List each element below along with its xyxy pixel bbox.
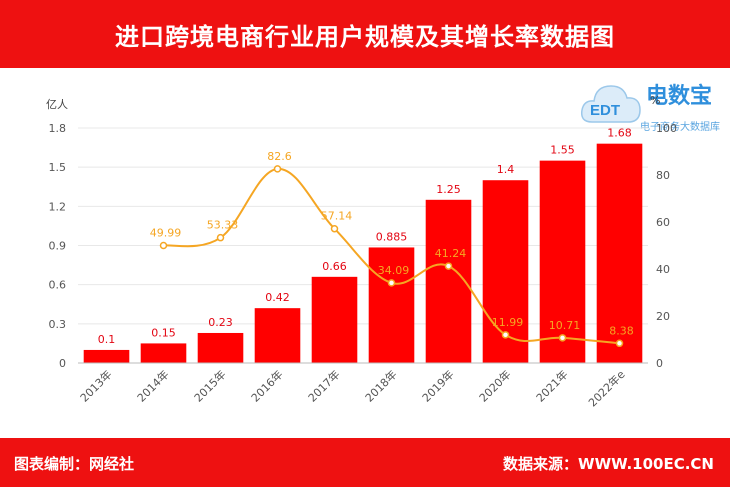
x-axis-tick: 2021年 bbox=[533, 367, 570, 404]
growth-rate-point bbox=[273, 165, 282, 173]
footer-source: 数据来源：WWW.100EC.CN bbox=[503, 455, 714, 473]
footer-compiler: 图表编制：网经社 bbox=[14, 455, 135, 473]
cloud-logo-icon: EDT bbox=[580, 85, 641, 123]
bar bbox=[311, 276, 358, 363]
bar bbox=[254, 308, 301, 363]
bar-label: 0.1 bbox=[98, 333, 116, 346]
bar-label: 1.55 bbox=[550, 144, 575, 157]
left-axis-tick: 0.6 bbox=[49, 279, 67, 292]
left-axis-tick: 1.8 bbox=[49, 122, 67, 135]
left-axis-unit: 亿人 bbox=[46, 98, 68, 111]
growth-rate-label: 11.99 bbox=[492, 316, 524, 329]
footer-banner: 图表编制：网经社 数据来源：WWW.100EC.CN bbox=[0, 438, 730, 487]
chart-title: 进口跨境电商行业用户规模及其增长率数据图 bbox=[115, 22, 615, 51]
x-axis-tick: 2022年e bbox=[585, 367, 627, 409]
growth-rate-point bbox=[330, 224, 339, 233]
bar-label: 0.23 bbox=[208, 316, 233, 329]
bar bbox=[140, 343, 187, 363]
x-axis-tick: 2019年 bbox=[419, 367, 456, 404]
left-axis-tick: 0.3 bbox=[49, 318, 67, 331]
bar bbox=[539, 160, 586, 363]
bar bbox=[368, 247, 415, 363]
bar bbox=[197, 332, 244, 363]
left-axis-tick: 1.5 bbox=[49, 161, 67, 174]
x-axis-tick: 2014年 bbox=[134, 367, 171, 404]
left-axis-tick: 0 bbox=[59, 357, 66, 370]
right-axis-tick: 40 bbox=[656, 263, 670, 276]
left-axis-tick: 0.9 bbox=[49, 240, 67, 253]
x-axis-tick: 2013年 bbox=[77, 367, 114, 404]
x-axis-tick: 2015年 bbox=[191, 367, 228, 404]
bar-label: 1.68 bbox=[607, 127, 632, 140]
left-axis-tick: 1.2 bbox=[49, 200, 67, 213]
bar-label: 1.25 bbox=[436, 183, 461, 196]
right-axis-unit: % bbox=[650, 94, 660, 107]
bar-label: 0.15 bbox=[151, 326, 176, 339]
x-axis-tick: 2017年 bbox=[305, 367, 342, 404]
growth-rate-label: 10.71 bbox=[549, 319, 581, 332]
growth-rate-point bbox=[216, 233, 225, 242]
right-axis-tick: 0 bbox=[656, 357, 663, 370]
bar-label: 0.885 bbox=[376, 230, 408, 243]
edt-logo: EDT 电数宝 电子商务大数据库 bbox=[578, 72, 728, 136]
growth-rate-point bbox=[558, 334, 567, 342]
x-axis-tick: 2020年 bbox=[476, 367, 513, 404]
growth-rate-point bbox=[444, 262, 453, 270]
bar bbox=[83, 349, 130, 363]
growth-rate-point bbox=[501, 331, 510, 339]
logo-badge-text: EDT bbox=[590, 102, 620, 119]
x-axis-tick: 2016年 bbox=[248, 367, 285, 404]
growth-rate-point bbox=[387, 279, 396, 287]
right-axis-tick: 60 bbox=[656, 216, 670, 229]
bar-series: 0.1 0.15 0.23 0.42 0.66 0.885 1.25 1.4 1.55 1.68 bbox=[83, 127, 643, 363]
bar-label: 1.4 bbox=[497, 163, 515, 176]
logo-subtitle: 电子商务大数据库 bbox=[640, 122, 720, 133]
growth-rate-point bbox=[615, 339, 624, 348]
growth-rate-label: 41.24 bbox=[435, 247, 467, 260]
growth-rate-label: 53.33 bbox=[207, 219, 239, 232]
growth-rate-label: 57.14 bbox=[321, 210, 353, 223]
right-axis-tick: 100 bbox=[656, 122, 677, 135]
line-series: 49.99 53.33 82.6 57.14 34.09 41.24 11.99 10.71 8… bbox=[150, 150, 634, 348]
growth-rate-label: 82.6 bbox=[267, 150, 292, 163]
x-axis-tick: 2018年 bbox=[362, 367, 399, 404]
bar bbox=[596, 143, 643, 363]
bar-label: 0.66 bbox=[322, 260, 347, 273]
growth-rate-label: 8.38 bbox=[609, 324, 634, 337]
bar bbox=[425, 199, 472, 363]
growth-rate-label: 34.09 bbox=[378, 264, 410, 277]
right-axis-tick: 20 bbox=[656, 310, 670, 323]
bar-label: 0.42 bbox=[265, 291, 290, 304]
header-banner: 进口跨境电商行业用户规模及其增长率数据图 bbox=[0, 0, 730, 68]
right-axis-tick: 80 bbox=[656, 169, 670, 182]
growth-rate-label: 49.99 bbox=[150, 227, 182, 240]
chart-area: 0.10.150.230.420.660.8851.251.41.551.68 … bbox=[46, 94, 677, 409]
growth-rate-point bbox=[159, 241, 168, 250]
logo-title: 电数宝 bbox=[646, 84, 713, 109]
